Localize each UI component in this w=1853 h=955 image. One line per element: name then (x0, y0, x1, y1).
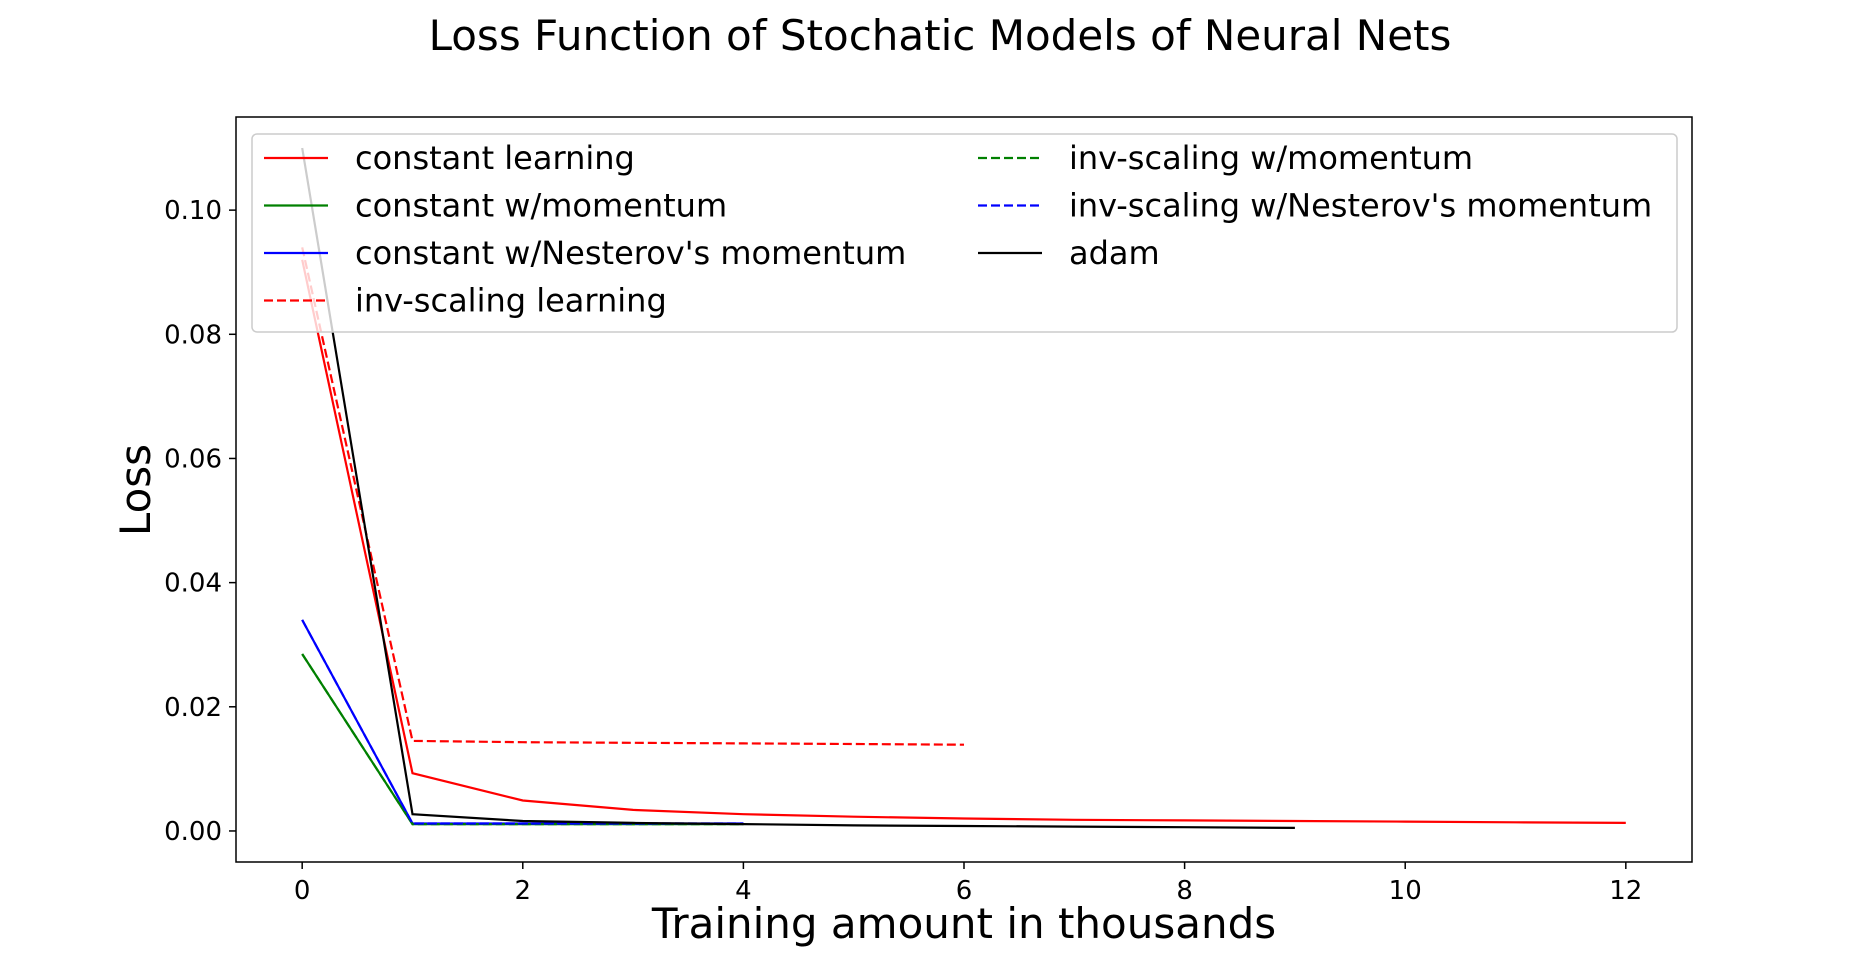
series-line-4 (301, 653, 744, 826)
y-tick-label: 0.04 (164, 569, 222, 599)
y-tick-label: 0.02 (164, 693, 222, 723)
y-tick-label: 0.06 (164, 444, 222, 474)
series-layer (301, 147, 1626, 830)
x-tick-label: 8 (1176, 876, 1193, 906)
y-axis: 0.00 0.02 0.04 0.06 0.08 0.10 (164, 196, 236, 847)
y-tick-label: 0.10 (164, 196, 222, 226)
legend-label-6: adam (1069, 234, 1160, 272)
series-line-2 (301, 619, 744, 825)
series-line-6 (301, 147, 1295, 830)
x-tick-label: 6 (956, 876, 973, 906)
x-tick-label: 4 (735, 876, 752, 906)
legend-label-2: constant w/Nesterov's momentum (355, 234, 906, 272)
legend-box (251, 133, 1678, 333)
series-line-5 (301, 619, 744, 825)
chart-title: Loss Function of Stochatic Models of Neu… (429, 11, 1452, 60)
x-tick-label: 2 (515, 876, 532, 906)
y-tick-label: 0.08 (164, 320, 222, 350)
x-axis-title: Training amount in thousands (651, 899, 1276, 948)
legend-label-0: constant learning (355, 139, 635, 177)
legend-label-5: inv-scaling w/Nesterov's momentum (1069, 187, 1652, 225)
series-line-0 (301, 259, 1626, 825)
legend: constant learning constant w/momentum cons… (251, 133, 1678, 333)
x-tick-label: 0 (294, 876, 311, 906)
series-line-1 (301, 653, 744, 826)
x-tick-label: 12 (1609, 876, 1642, 906)
legend-label-4: inv-scaling w/momentum (1069, 139, 1473, 177)
x-axis: 0 2 4 6 8 10 12 (294, 862, 1642, 906)
legend-label-3: inv-scaling learning (355, 282, 667, 320)
x-tick-label: 10 (1389, 876, 1422, 906)
y-axis-title: Loss (111, 444, 160, 536)
legend-label-1: constant w/momentum (355, 187, 727, 225)
y-tick-label: 0.00 (164, 817, 222, 847)
